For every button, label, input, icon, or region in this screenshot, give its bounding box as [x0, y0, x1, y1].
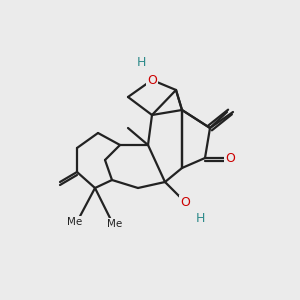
Text: H: H	[195, 212, 205, 224]
Text: O: O	[225, 152, 235, 164]
Text: O: O	[180, 196, 190, 208]
Text: H: H	[136, 56, 146, 70]
Text: O: O	[147, 74, 157, 86]
Text: Me: Me	[68, 217, 82, 227]
Text: Me: Me	[107, 219, 123, 229]
